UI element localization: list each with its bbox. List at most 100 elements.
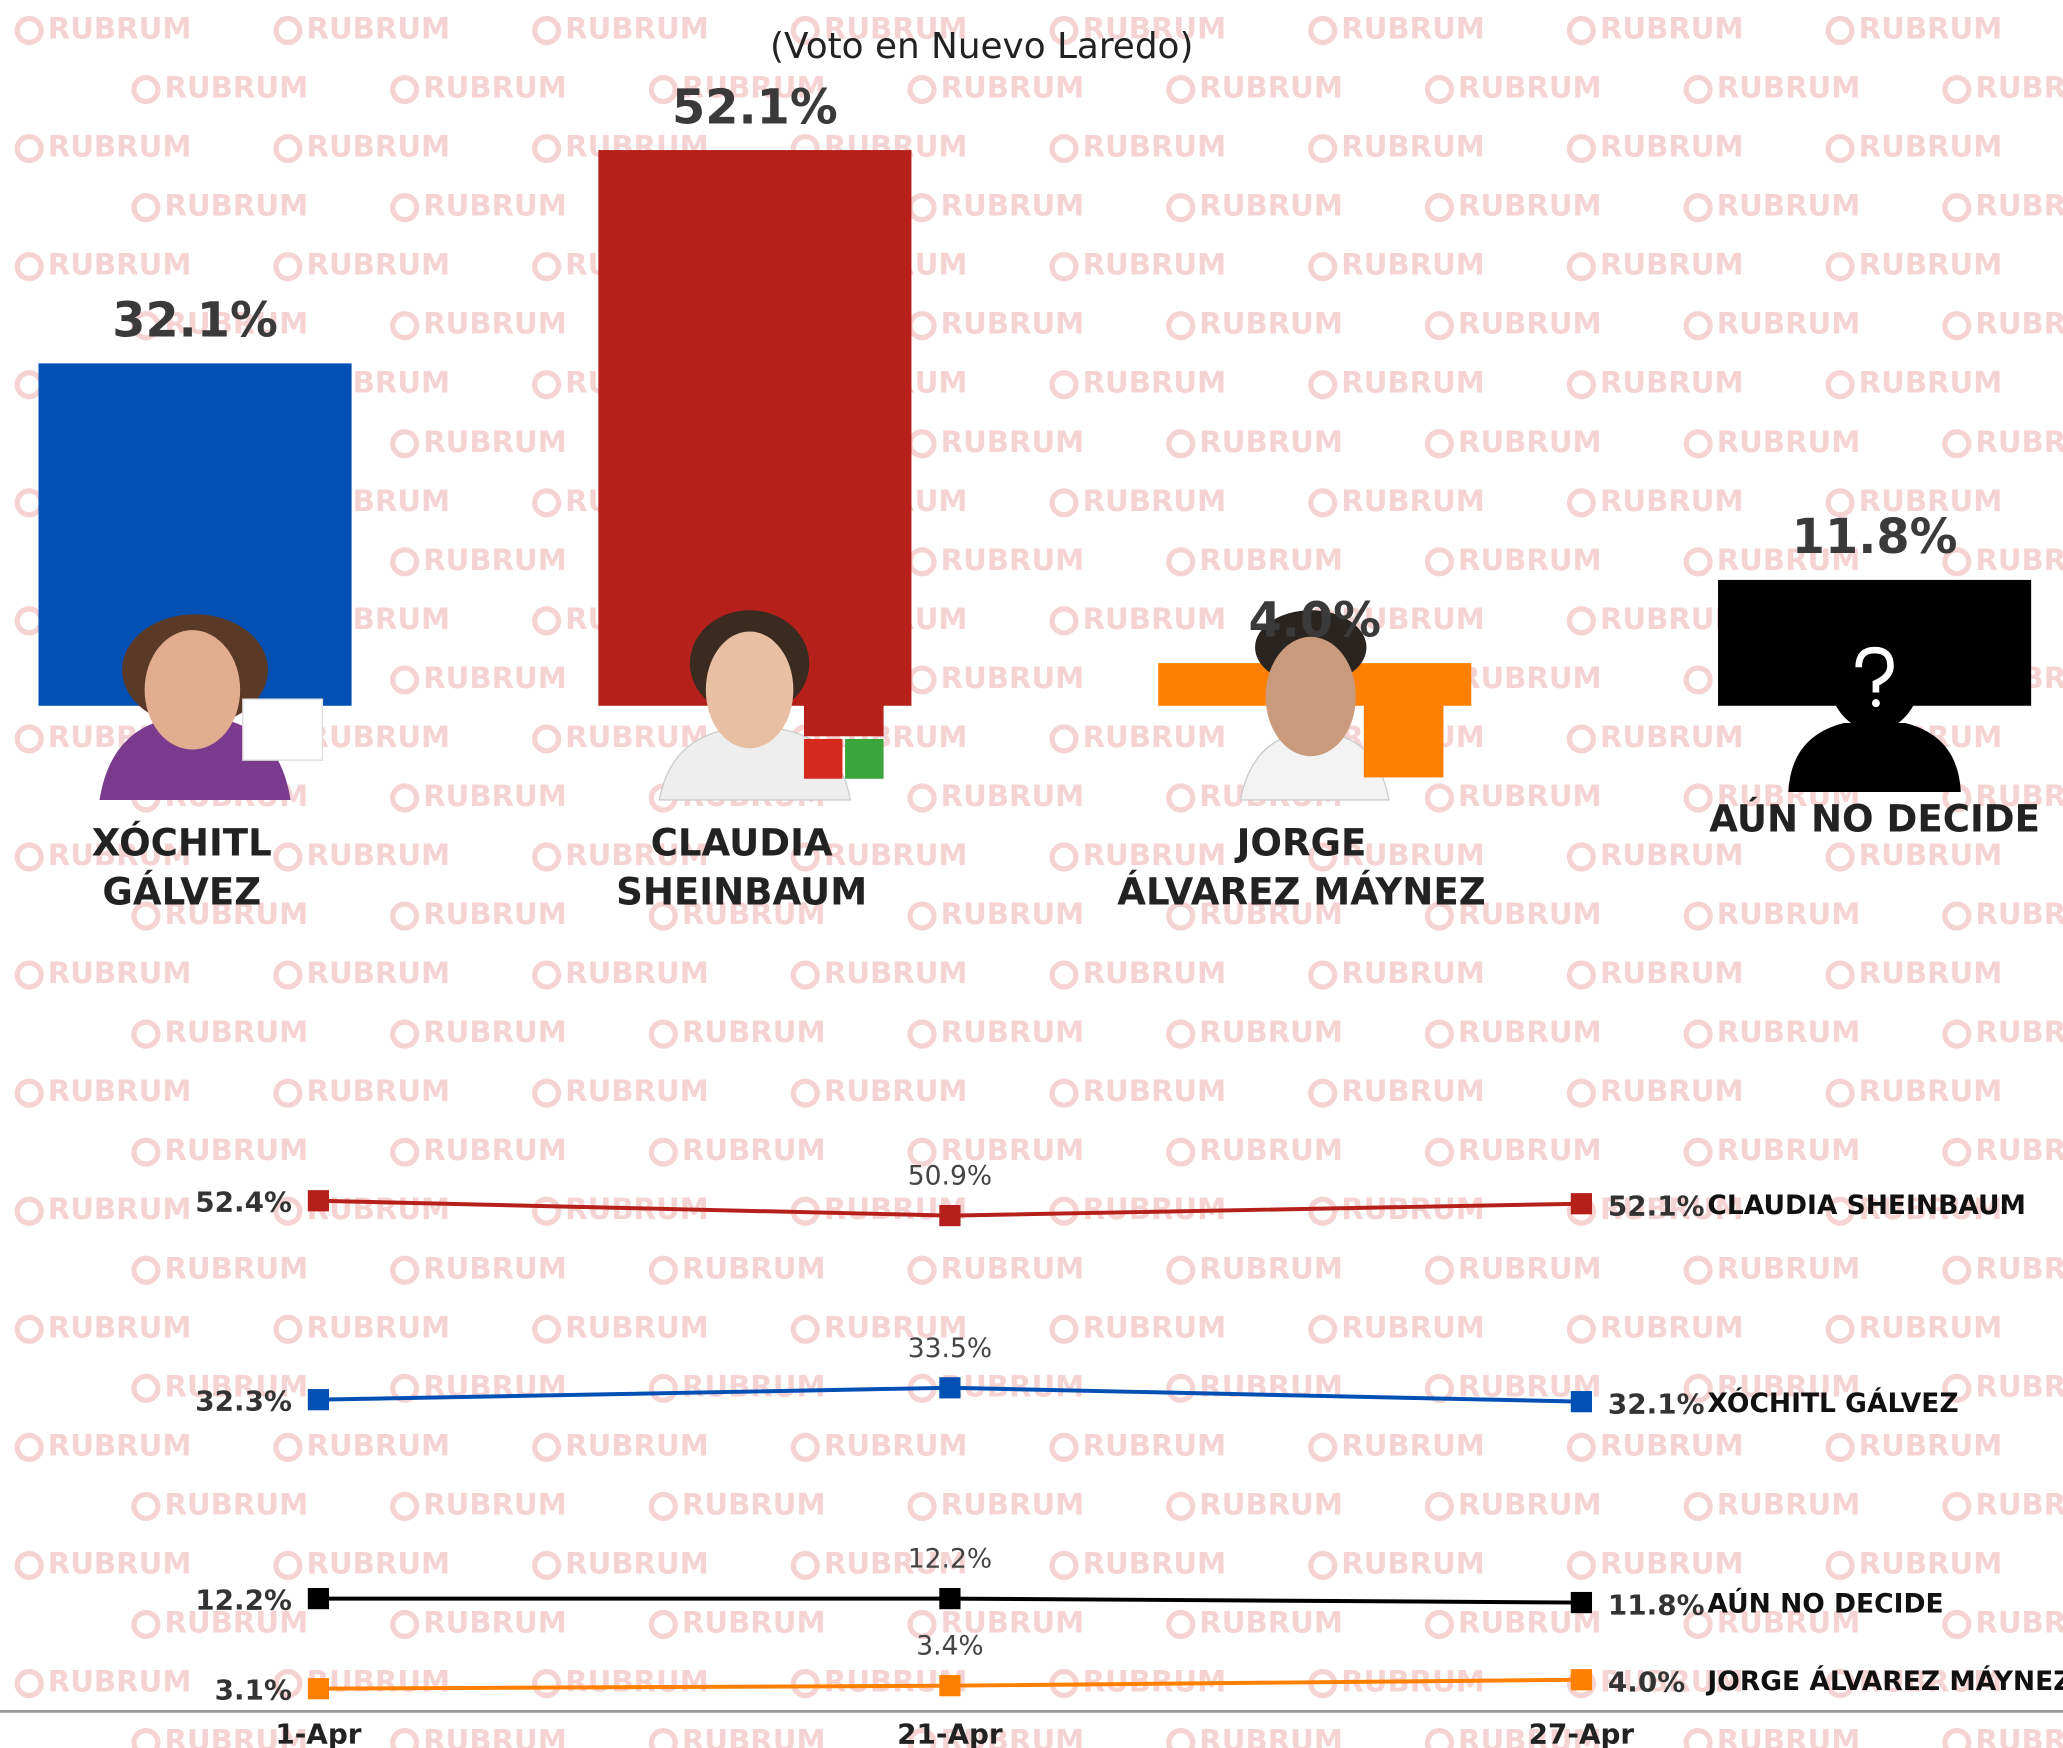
watermark: RUBRUM	[1341, 1310, 1485, 1344]
watermark-icon	[1311, 1435, 1335, 1459]
watermark: RUBRUM	[1600, 12, 1744, 46]
watermark: RUBRUM	[1717, 897, 1861, 931]
watermark: RUBRUM	[1975, 189, 2063, 223]
watermark-icon	[276, 1081, 300, 1105]
marker	[308, 1389, 329, 1410]
watermark-icon	[535, 727, 559, 751]
watermark-icon	[1686, 550, 1710, 574]
watermark-icon	[1945, 1140, 1969, 1164]
value-label: 52.1%	[1608, 1190, 1705, 1223]
watermark: RUBRUM	[1199, 189, 1343, 223]
watermark: RUBRUM	[1199, 1487, 1343, 1521]
watermark: RUBRUM	[48, 12, 192, 46]
watermark: RUBRUM	[1083, 248, 1227, 282]
watermark: RUBRUM	[1600, 1310, 1744, 1344]
watermark: RUBRUM	[682, 1251, 826, 1285]
watermark: RUBRUM	[48, 130, 192, 164]
watermark: RUBRUM	[423, 1133, 567, 1167]
watermark-icon	[535, 845, 559, 869]
watermark-icon	[17, 19, 41, 43]
watermark-icon	[1945, 1022, 1969, 1046]
value-label: 33.5%	[908, 1333, 992, 1364]
watermark-icon	[134, 1258, 158, 1282]
watermark-icon	[535, 1199, 559, 1223]
watermark-icon	[276, 255, 300, 279]
watermark-icon	[1945, 432, 1969, 456]
watermark-icon	[651, 1731, 675, 1748]
watermark-icon	[910, 550, 934, 574]
watermark-icon	[134, 1376, 158, 1400]
watermark-icon	[1569, 609, 1593, 633]
watermark-icon	[1169, 78, 1193, 102]
watermark-icon	[1569, 137, 1593, 161]
watermark-icon	[1569, 491, 1593, 515]
watermark: RUBRUM	[941, 189, 1085, 223]
watermark: RUBRUM	[1199, 1724, 1343, 1748]
marker	[939, 1675, 960, 1696]
watermark-icon	[1686, 1140, 1710, 1164]
watermark: RUBRUM	[1600, 366, 1744, 400]
watermark: RUBRUM	[1859, 1310, 2003, 1344]
watermark: RUBRUM	[1458, 307, 1602, 341]
watermark-icon	[393, 1022, 417, 1046]
watermark: RUBRUM	[1199, 307, 1343, 341]
watermark-icon	[1428, 78, 1452, 102]
watermark: RUBRUM	[682, 1369, 826, 1403]
watermark-icon	[1569, 373, 1593, 397]
watermark-icon	[910, 786, 934, 810]
watermark-icon	[651, 1613, 675, 1637]
watermark: RUBRUM	[306, 130, 450, 164]
watermark-icon	[1169, 1258, 1193, 1282]
marker	[939, 1588, 960, 1609]
watermark: RUBRUM	[1458, 1487, 1602, 1521]
watermark: RUBRUM	[48, 248, 192, 282]
chart-subtitle: (Voto en Nuevo Laredo)	[770, 26, 1193, 67]
watermark-icon	[1428, 314, 1452, 338]
watermark-icon	[535, 255, 559, 279]
watermark: RUBRUM	[1083, 602, 1227, 636]
watermark-icon	[1828, 1435, 1852, 1459]
watermark-icon	[535, 491, 559, 515]
watermark: RUBRUM	[1859, 1074, 2003, 1108]
watermark: RUBRUM	[1083, 484, 1227, 518]
watermark: RUBRUM	[682, 1724, 826, 1748]
watermark: RUBRUM	[1341, 366, 1485, 400]
watermark: RUBRUM	[48, 1192, 192, 1226]
watermark-icon	[1428, 432, 1452, 456]
watermark-icon	[535, 1435, 559, 1459]
value-label: 52.4%	[195, 1185, 292, 1218]
watermark-icon	[1311, 1554, 1335, 1578]
watermark-icon	[276, 1435, 300, 1459]
watermark-icon	[393, 1613, 417, 1637]
watermark-icon	[1686, 904, 1710, 928]
watermark: RUBRUM	[1859, 130, 2003, 164]
watermark-icon	[17, 609, 41, 633]
watermark-icon	[1686, 432, 1710, 456]
watermark-icon	[1052, 845, 1076, 869]
watermark: RUBRUM	[1717, 1015, 1861, 1049]
watermark: RUBRUM	[565, 12, 709, 46]
watermark: RUBRUM	[1859, 12, 2003, 46]
chart: RUBRUM RUBRUM RUBRUM RUBRUM RUBRUM RUBRUM RUBR…	[0, 0, 2063, 1748]
watermark-icon	[1311, 373, 1335, 397]
watermark-icon	[393, 668, 417, 692]
watermark-icon	[1169, 314, 1193, 338]
watermark: RUBRUM	[1975, 1369, 2063, 1403]
watermark-icon	[651, 1376, 675, 1400]
watermark-icon	[276, 19, 300, 43]
watermark-icon	[1569, 963, 1593, 987]
watermark: RUBRUM	[1975, 543, 2063, 577]
watermark: RUBRUM	[48, 1546, 192, 1580]
watermark: RUBRUM	[565, 1428, 709, 1462]
watermark: RUBRUM	[1600, 1428, 1744, 1462]
watermark-icon	[793, 1672, 817, 1696]
watermark-icon	[393, 78, 417, 102]
watermark-icon	[393, 1140, 417, 1164]
watermark-icon	[1052, 373, 1076, 397]
watermark-icon	[17, 491, 41, 515]
watermark: RUBRUM	[941, 1251, 1085, 1285]
watermark-icon	[276, 963, 300, 987]
watermark: RUBRUM	[1600, 720, 1744, 754]
marker	[1571, 1193, 1592, 1214]
watermark-icon	[1569, 845, 1593, 869]
